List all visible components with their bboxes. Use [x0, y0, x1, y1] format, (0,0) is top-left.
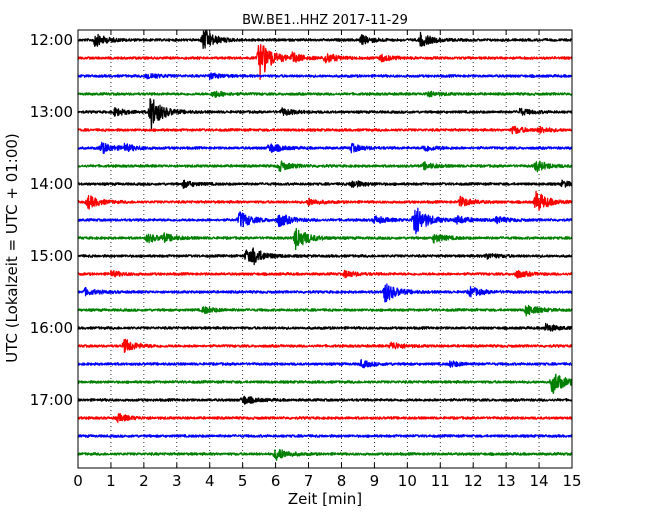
grid-lines	[110, 30, 540, 468]
trace-1530	[77, 283, 573, 303]
trace-1500	[77, 247, 573, 266]
x-tick-label: 3	[172, 472, 182, 490]
x-tick-label: 13	[497, 472, 516, 490]
y-tick-label: 15:00	[30, 247, 73, 265]
trace-1300	[77, 98, 573, 130]
trace-1430	[77, 207, 573, 235]
trace-1315	[77, 125, 573, 135]
y-tick-label: 12:00	[30, 31, 73, 49]
trace-1445	[77, 227, 573, 251]
x-tick-label: 0	[73, 472, 83, 490]
y-tick-label: 13:00	[30, 103, 73, 121]
plot-frame	[77, 29, 573, 469]
x-axis-label: Zeit [min]	[288, 490, 362, 508]
axis-ticks: 0 1 2 3 4 5 6 7 8 9 10 11 12 13 14 1512:0013:0014:0015:…	[30, 30, 582, 490]
y-tick-label: 16:00	[30, 319, 73, 337]
x-tick-label: 6	[271, 472, 281, 490]
trace-1230	[77, 72, 573, 81]
trace-1715	[77, 413, 573, 424]
trace-1630	[77, 358, 573, 369]
trace-lines	[77, 30, 573, 461]
trace-1200	[77, 30, 573, 49]
trace-1700	[77, 395, 573, 405]
trace-1745	[77, 449, 573, 461]
trace-1730	[77, 434, 573, 439]
trace-1245	[77, 90, 573, 98]
x-tick-label: 2	[139, 472, 149, 490]
trace-1515	[77, 269, 573, 279]
x-tick-label: 1	[106, 472, 116, 490]
trace-1545	[77, 304, 573, 317]
trace-1345	[77, 160, 573, 173]
y-axis-label: UTC (Lokalzeit = UTC + 01:00)	[3, 133, 21, 363]
x-tick-label: 9	[370, 472, 380, 490]
trace-1615	[77, 338, 573, 353]
trace-1415	[77, 190, 573, 211]
y-tick-label: 14:00	[30, 175, 73, 193]
x-tick-label: 10	[398, 472, 417, 490]
x-tick-label: 5	[238, 472, 248, 490]
x-tick-label: 14	[530, 472, 549, 490]
trace-1600	[77, 322, 573, 332]
trace-1400	[77, 179, 573, 189]
x-tick-label: 4	[205, 472, 215, 490]
x-tick-label: 15	[562, 472, 581, 490]
trace-1330	[77, 141, 573, 155]
trace-1645	[77, 373, 573, 394]
trace-1215	[77, 43, 573, 80]
x-tick-label: 8	[337, 472, 347, 490]
y-tick-label: 17:00	[30, 391, 73, 409]
chart-title: BW.BE1..HHZ 2017-11-29	[242, 13, 408, 28]
x-tick-label: 12	[464, 472, 483, 490]
x-tick-label: 11	[431, 472, 450, 490]
x-tick-label: 7	[304, 472, 314, 490]
